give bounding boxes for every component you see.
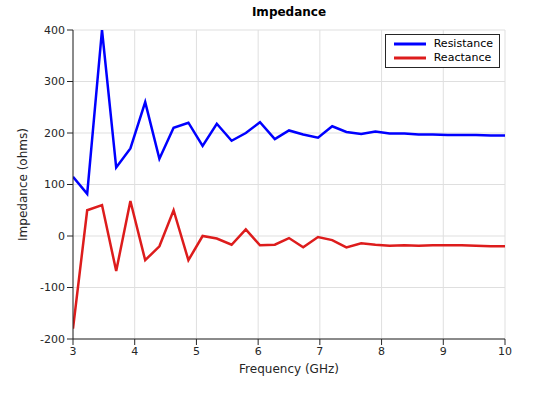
svg-text:Frequency (GHz): Frequency (GHz) (239, 362, 339, 376)
svg-text:Impedance (ohms): Impedance (ohms) (16, 128, 30, 241)
html-text:Resistance: Resistance (433, 37, 493, 50)
svg-text:6: 6 (255, 345, 262, 358)
svg-text:0: 0 (58, 230, 65, 243)
svg-text:4: 4 (131, 345, 138, 358)
svg-text:300: 300 (44, 75, 65, 88)
svg-text:8: 8 (378, 345, 385, 358)
svg-text:200: 200 (44, 127, 65, 140)
html-text:Impedance: Impedance (251, 5, 327, 19)
svg-text:-100: -100 (40, 281, 65, 294)
svg-text:100: 100 (44, 178, 65, 191)
svg-text:-200: -200 (40, 333, 65, 346)
svg-text:10: 10 (498, 345, 512, 358)
svg-text:7: 7 (316, 345, 323, 358)
html-text:Reactance: Reactance (433, 51, 492, 64)
svg-text:3: 3 (70, 345, 77, 358)
svg-text:9: 9 (440, 345, 447, 358)
svg-text:400: 400 (44, 24, 65, 37)
svg-text:5: 5 (193, 345, 200, 358)
